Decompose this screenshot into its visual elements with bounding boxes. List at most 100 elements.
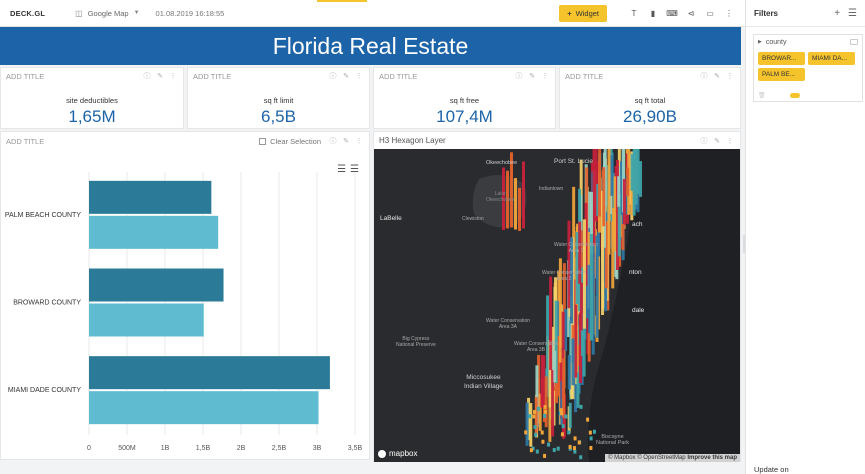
info-icon[interactable]: ⓘ [515, 73, 523, 80]
map-label-indiantown: Indiantown [539, 186, 564, 192]
map-label-beach: ach [632, 221, 643, 228]
chart-title[interactable]: ADD TITLE [6, 136, 45, 146]
hexagon-cell [543, 405, 547, 410]
more-icon[interactable]: ⋮ [726, 137, 734, 145]
hexagon-cell [534, 432, 538, 437]
category-label: MIAMI DADE COUNTY [8, 387, 81, 394]
update-on-label: Update on [754, 465, 789, 474]
kpi-sq-ft-free: ADD TITLE ⓘ ✎ ⋮ sq ft free 107,4M [373, 67, 556, 129]
bottle-icon[interactable]: ▮ [650, 8, 656, 18]
kpi-site-deductibles: ADD TITLE ⓘ ✎ ⋮ site deductibles 1,65M [0, 67, 184, 129]
info-icon[interactable]: ⓘ [143, 73, 151, 80]
map-label-biscayne: Biscayne National Park [596, 434, 630, 446]
hexagon-column [562, 358, 566, 418]
bar[interactable] [89, 268, 224, 302]
menu-icon[interactable]: ☰ [350, 164, 359, 175]
hexagon-column [506, 170, 509, 229]
more-icon[interactable]: ⋮ [169, 73, 177, 80]
clear-selection-button[interactable]: Clear Selection [259, 137, 321, 146]
keyboard-icon[interactable]: ⌨ [666, 8, 678, 18]
hexagon-column [570, 237, 574, 324]
info-icon[interactable]: ⓘ [329, 138, 337, 145]
more-icon[interactable]: ⋮ [541, 73, 549, 80]
add-filter-icon[interactable]: + [834, 7, 841, 19]
bar[interactable] [89, 391, 319, 425]
more-icon[interactable]: ⋮ [726, 73, 734, 80]
bar[interactable] [89, 180, 212, 214]
hexagon-column [622, 178, 626, 226]
filter-remove-icon[interactable] [850, 39, 858, 45]
hexagon-column [544, 376, 548, 428]
edit-icon[interactable]: ✎ [714, 137, 720, 145]
map-label-wca2: Water Conservation Area 2 [542, 270, 586, 282]
more-icon[interactable]: ⋮ [355, 73, 363, 80]
info-icon[interactable]: ⓘ [329, 73, 337, 80]
filter-chip-miami-dade[interactable]: MIAMI DA... [808, 52, 855, 65]
hexagon-column [630, 154, 634, 191]
hexagon-column [562, 263, 566, 330]
list-icon[interactable]: ☰ [337, 164, 347, 175]
bar-chart[interactable]: 0 500M 1B 1,5B 2B 2,5B 3B 3,5B PALM BEACH COUNTY… [1, 150, 369, 460]
filter-chip-palm-beach[interactable]: PALM BE... [758, 68, 805, 81]
map-attribution[interactable]: © Mapbox © OpenStreetMap Improve this ma… [605, 454, 740, 462]
trash-icon[interactable]: 🗑 [758, 93, 766, 99]
info-icon[interactable]: ⓘ [700, 73, 708, 80]
edit-icon[interactable]: ✎ [157, 73, 163, 80]
tab-accent [317, 0, 367, 2]
hexagon-cell [533, 409, 537, 414]
more-icon[interactable]: ⋮ [725, 8, 733, 18]
filter-toggle[interactable] [789, 93, 800, 98]
map-title[interactable]: H3 Hexagon Layer [379, 136, 446, 145]
edit-icon[interactable]: ✎ [343, 138, 349, 145]
hexagon-cell [556, 446, 560, 451]
hexagon-column [514, 178, 517, 230]
plus-icon: + [567, 9, 572, 18]
menu-icon[interactable]: ☰ [848, 7, 857, 19]
hexagon-column [529, 403, 533, 447]
hexagon-cell [543, 413, 547, 418]
chevron-right-icon[interactable]: ▶ [758, 39, 762, 45]
hexagon-cell [577, 440, 581, 445]
share-icon[interactable]: ⊲ [687, 8, 695, 18]
filter-chip-broward[interactable]: BROWAR... [758, 52, 805, 65]
hexagon-column [548, 387, 552, 442]
kpi-title[interactable]: ADD TITLE [565, 71, 604, 81]
hexagon-column [589, 192, 593, 254]
edit-icon[interactable]: ✎ [529, 73, 535, 80]
map-label-miccosukee: Miccosukee Indian Village [464, 374, 503, 390]
monitor-icon[interactable]: ▭ [706, 8, 714, 18]
hexagon-cell [543, 409, 547, 414]
more-icon[interactable]: ⋮ [355, 138, 363, 145]
text-icon[interactable]: T [631, 8, 637, 18]
kpi-title[interactable]: ADD TITLE [193, 71, 232, 81]
hexagon-column [615, 159, 619, 271]
hexagon-column [601, 190, 605, 316]
map-style-select[interactable]: ◫ Google Map ▼ [75, 9, 139, 18]
kpi-label: sq ft total [634, 96, 666, 105]
map-icon: ◫ [75, 8, 83, 18]
hexagon-column [540, 354, 544, 404]
bar[interactable] [89, 215, 219, 249]
add-widget-button[interactable]: + Widget [559, 5, 607, 22]
hexagon-column [630, 179, 634, 216]
x-tick-label: 2B [237, 445, 246, 452]
bar[interactable] [89, 303, 204, 337]
hexagon-column [546, 295, 550, 389]
hexagon-column [592, 149, 596, 246]
hexagon-cell [531, 446, 535, 451]
hexagon-column [551, 369, 555, 437]
improve-map-link[interactable]: Improve this map [687, 455, 737, 461]
edit-icon[interactable]: ✎ [714, 73, 720, 80]
bar[interactable] [89, 356, 330, 390]
hexagon-cell [579, 404, 583, 409]
hexagon-cell [543, 453, 547, 458]
hexagon-cell [560, 411, 564, 416]
edit-icon[interactable]: ✎ [343, 73, 349, 80]
hexagon-column [567, 355, 571, 390]
hexagon-column [549, 276, 553, 371]
kpi-title[interactable]: ADD TITLE [6, 71, 45, 81]
hexagon-map[interactable]: Okeechobee Port St. Lucie Indiantown Lak… [374, 149, 740, 462]
kpi-title[interactable]: ADD TITLE [379, 71, 418, 81]
x-tick-label: 1,5B [196, 445, 211, 452]
info-icon[interactable]: ⓘ [700, 137, 708, 145]
